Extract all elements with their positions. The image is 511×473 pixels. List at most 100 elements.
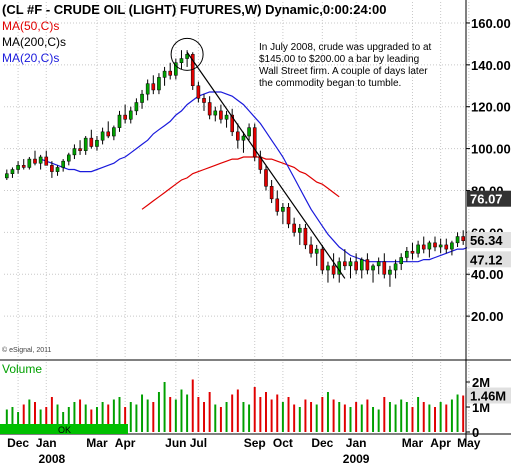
candle-body xyxy=(376,261,381,267)
ma20-line xyxy=(40,91,470,263)
candle-body xyxy=(112,127,116,137)
legend-ma50: MA(50,C)s xyxy=(2,19,59,33)
year-label: 2008 xyxy=(39,452,66,466)
candle-body xyxy=(16,165,20,170)
candle-body xyxy=(5,173,9,179)
candle-body xyxy=(281,206,285,212)
candle-body xyxy=(38,156,43,164)
candle-body xyxy=(247,127,251,137)
trendline xyxy=(186,51,346,279)
candle-body xyxy=(44,156,49,166)
candle-body xyxy=(168,70,173,76)
legend-ma200: MA(200,C)s xyxy=(2,35,66,49)
price-badge-bg xyxy=(467,232,511,249)
price-badge-label: 76.07 xyxy=(470,192,503,207)
candle-body xyxy=(416,244,420,254)
candle-body xyxy=(427,242,432,250)
time-tick-label: Oct xyxy=(273,436,293,450)
price-badge-bg xyxy=(467,190,511,207)
time-tick-label: Mar xyxy=(86,436,108,450)
candle-body xyxy=(354,261,358,271)
copyright: © eSignal, 2011 xyxy=(2,346,52,354)
candle-body xyxy=(444,244,449,250)
candle-body xyxy=(50,165,54,172)
candle-body xyxy=(331,265,336,275)
candle-body xyxy=(21,165,26,168)
candle-body xyxy=(128,110,133,120)
candle-body xyxy=(140,93,144,103)
candle-body xyxy=(309,244,313,254)
time-tick-label: Jan xyxy=(36,436,57,450)
candle-body xyxy=(297,227,302,233)
candle-body xyxy=(421,244,426,250)
time-tick-label: May xyxy=(457,436,481,450)
legend-ma20: MA(20,C)s xyxy=(2,51,59,65)
candle-body xyxy=(382,261,387,275)
candle-body xyxy=(326,265,330,271)
candle-body xyxy=(78,148,82,151)
candle-body xyxy=(134,102,139,112)
candle-body xyxy=(348,261,353,267)
volume-badge-label: 1.46M xyxy=(470,389,506,404)
candle-body xyxy=(275,198,280,212)
candle-body xyxy=(196,85,201,99)
candle-body xyxy=(303,227,308,246)
annotation-line-4: the commodity began to tumble. xyxy=(259,78,401,89)
candle-body xyxy=(433,242,437,248)
candle-body xyxy=(157,77,161,91)
time-tick-label: Mar xyxy=(402,436,424,450)
price-tick-label: 140.00 xyxy=(471,58,511,73)
candle-body xyxy=(343,261,347,267)
time-tick-label: Jun xyxy=(165,436,186,450)
candle-body xyxy=(123,114,127,120)
candle-body xyxy=(174,62,178,76)
candle-body xyxy=(179,58,184,63)
ok-label: OK xyxy=(58,425,71,435)
candle-body xyxy=(10,169,15,174)
candle-body xyxy=(269,186,274,200)
candle-body xyxy=(264,169,268,187)
candle-body xyxy=(151,83,156,91)
time-tick-label: Dec xyxy=(7,436,29,450)
candle-body xyxy=(371,265,375,271)
candle-body xyxy=(117,114,122,128)
time-tick-label: Jul xyxy=(190,436,207,450)
price-badge-label: 56.34 xyxy=(470,233,503,248)
price-tick-label: 20.00 xyxy=(471,309,504,324)
volume-tick-label: 0 xyxy=(472,425,479,440)
candle-body xyxy=(55,167,60,172)
price-badge-label: 47.12 xyxy=(470,252,503,267)
candle-body xyxy=(72,148,77,156)
candle-body xyxy=(320,248,325,271)
candle-body xyxy=(95,139,99,147)
candle-body xyxy=(461,236,465,241)
candle-body xyxy=(252,127,257,158)
candle-body xyxy=(455,236,460,244)
volume-tick-label: 1M xyxy=(472,400,490,415)
candle-body xyxy=(33,158,37,164)
candle-body xyxy=(365,259,370,271)
price-tick-label: 160.00 xyxy=(471,16,511,31)
candle-body xyxy=(207,102,212,116)
candle-body xyxy=(219,110,223,120)
candle-body xyxy=(224,114,229,120)
volume-label: Volume xyxy=(2,362,42,376)
annotation-line-2: $145.00 to $200.00 a bar by leading xyxy=(259,54,419,65)
candle-body xyxy=(388,269,392,275)
annotation-line-3: Wall Street firm. A couple of days later xyxy=(259,66,428,77)
candle-body xyxy=(438,244,443,248)
price-tick-label: 100.00 xyxy=(471,142,511,157)
candle-body xyxy=(106,131,111,137)
candle-body xyxy=(410,250,415,254)
price-badge-bg xyxy=(467,251,511,268)
candle-body xyxy=(286,206,291,225)
candle-body xyxy=(359,259,364,271)
annotation-line-1: In July 2008, crude was upgraded to at xyxy=(259,42,432,53)
price-tick-label: 40.00 xyxy=(471,267,504,282)
candle-body xyxy=(236,131,240,141)
time-tick-label: Apr xyxy=(115,436,136,450)
candle-body xyxy=(399,257,404,265)
candle-body xyxy=(450,242,454,250)
